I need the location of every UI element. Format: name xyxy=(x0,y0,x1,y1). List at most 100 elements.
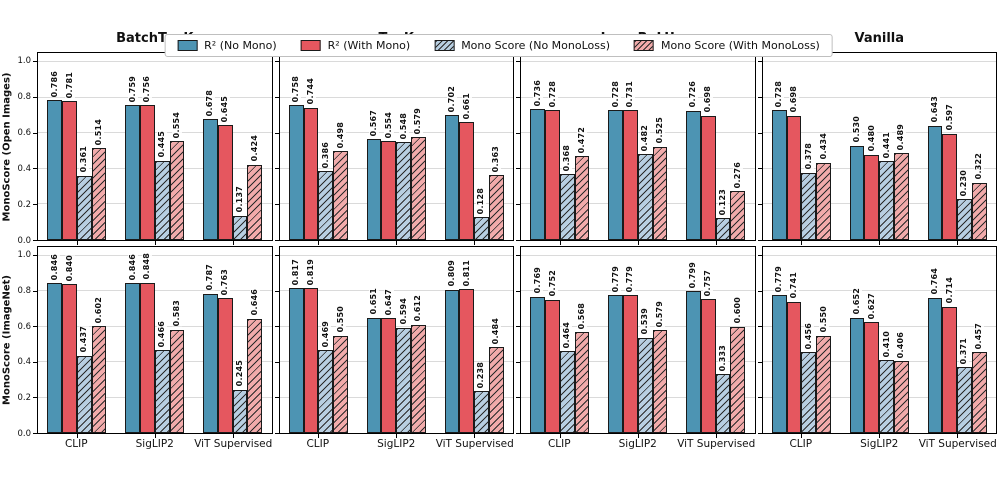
legend-item-mono-score-with-monoloss: Mono Score (With MonoLoss) xyxy=(634,39,820,52)
y-tick-mark xyxy=(758,326,762,327)
y-tick-mark xyxy=(275,240,279,241)
bar-value-label: 0.568 xyxy=(577,303,587,329)
bar-mono-score-with-monoloss xyxy=(92,326,107,433)
legend-label-r2-with-mono: R² (With Mono) xyxy=(328,39,411,52)
bar-value-label: 0.406 xyxy=(896,332,906,358)
bar-r2-with-mono xyxy=(787,116,802,240)
x-tick-mark xyxy=(957,434,958,438)
y-tick-mark xyxy=(33,168,37,169)
bar-mono-score-no-monoloss xyxy=(879,161,894,240)
bar-r2-no-mono xyxy=(928,126,943,241)
legend-swatch-r2-no-mono xyxy=(177,40,197,51)
legend-swatch-mono-score-no-monoloss xyxy=(434,40,454,51)
bar-value-label: 0.612 xyxy=(413,295,423,321)
y-tick-mark xyxy=(275,204,279,205)
bar-value-label: 0.779 xyxy=(625,266,635,292)
bar-value-label: 0.698 xyxy=(789,86,799,112)
bar-mono-score-no-monoloss xyxy=(396,142,411,240)
x-tick-label-clip: CLIP xyxy=(762,438,841,458)
gridline xyxy=(763,255,997,256)
bar-value-label: 0.457 xyxy=(974,323,984,349)
bar-mono-score-no-monoloss xyxy=(318,350,333,433)
x-tick-mark xyxy=(77,241,78,245)
bar-mono-score-no-monoloss xyxy=(233,390,248,433)
x-tick-mark xyxy=(233,241,234,245)
bar-r2-with-mono xyxy=(787,302,802,433)
y-tick-mark xyxy=(275,433,279,434)
bar-r2-with-mono xyxy=(218,125,233,240)
bar-mono-score-no-monoloss xyxy=(560,351,575,433)
x-tick-label-siglip2: SigLIP2 xyxy=(840,438,919,458)
bar-value-label: 0.757 xyxy=(703,270,713,296)
bar-value-label: 0.548 xyxy=(399,113,409,139)
bar-r2-with-mono xyxy=(459,289,474,433)
bar-value-label: 0.539 xyxy=(640,308,650,334)
x-tick-mark xyxy=(716,434,717,438)
y-tick-mark xyxy=(275,397,279,398)
bar-value-label: 0.756 xyxy=(142,76,152,102)
bar-r2-no-mono xyxy=(772,110,787,240)
bar-mono-score-with-monoloss xyxy=(247,165,262,241)
bar-mono-score-no-monoloss xyxy=(474,217,489,240)
bar-mono-score-no-monoloss xyxy=(77,176,92,240)
x-tick-label-clip: CLIP xyxy=(520,438,599,458)
bar-value-label: 0.787 xyxy=(205,264,215,290)
y-tick-mark xyxy=(33,204,37,205)
bar-mono-score-with-monoloss xyxy=(92,148,107,240)
bar-value-label: 0.744 xyxy=(306,78,316,104)
bar-value-label: 0.763 xyxy=(220,269,230,295)
y-tick-label: 0.2 xyxy=(17,393,31,403)
y-tick-mark xyxy=(33,255,37,256)
bar-value-label: 0.728 xyxy=(774,81,784,107)
x-tick-mark xyxy=(879,241,880,245)
y-tick-mark xyxy=(33,362,37,363)
legend-label-r2-no-mono: R² (No Mono) xyxy=(204,39,277,52)
legend-item-mono-score-no-monoloss: Mono Score (No MonoLoss) xyxy=(434,39,610,52)
y-tick-mark xyxy=(516,168,520,169)
bar-r2-with-mono xyxy=(62,101,77,240)
bar-r2-no-mono xyxy=(289,105,304,240)
y-axis-label: MonoScore (Open Images) xyxy=(2,72,13,221)
bar-value-label: 0.550 xyxy=(336,306,346,332)
bar-value-label: 0.597 xyxy=(945,104,955,130)
bar-value-label: 0.728 xyxy=(548,81,558,107)
x-tick-mark xyxy=(801,241,802,245)
legend-swatch-r2-with-mono xyxy=(301,40,321,51)
bar-value-label: 0.840 xyxy=(65,255,75,281)
bar-value-label: 0.731 xyxy=(625,81,635,107)
bar-value-label: 0.137 xyxy=(235,186,245,212)
bar-value-label: 0.799 xyxy=(688,262,698,288)
bar-value-label: 0.779 xyxy=(774,266,784,292)
bar-mono-score-no-monoloss xyxy=(77,356,92,433)
bar-mono-score-with-monoloss xyxy=(894,153,909,240)
x-tick-mark xyxy=(474,241,475,245)
bar-value-label: 0.554 xyxy=(384,112,394,138)
bar-mono-score-with-monoloss xyxy=(489,175,504,240)
bar-value-label: 0.714 xyxy=(945,277,955,303)
bar-value-label: 0.437 xyxy=(79,326,89,352)
bar-mono-score-no-monoloss xyxy=(155,350,170,433)
bar-r2-with-mono xyxy=(545,110,560,240)
bar-mono-score-with-monoloss xyxy=(575,156,590,240)
bar-r2-with-mono xyxy=(623,110,638,240)
bar-r2-no-mono xyxy=(47,100,62,240)
bar-r2-with-mono xyxy=(62,284,77,433)
x-tick-mark xyxy=(396,434,397,438)
bar-value-label: 0.661 xyxy=(462,93,472,119)
bar-mono-score-no-monoloss xyxy=(638,154,653,240)
y-tick-mark xyxy=(516,240,520,241)
bar-value-label: 0.652 xyxy=(852,288,862,314)
y-tick-label: 1.0 xyxy=(17,56,31,66)
bar-mono-score-no-monoloss xyxy=(560,174,575,240)
x-tick-mark xyxy=(638,434,639,438)
bar-value-label: 0.368 xyxy=(562,145,572,171)
bar-value-label: 0.464 xyxy=(562,322,572,348)
